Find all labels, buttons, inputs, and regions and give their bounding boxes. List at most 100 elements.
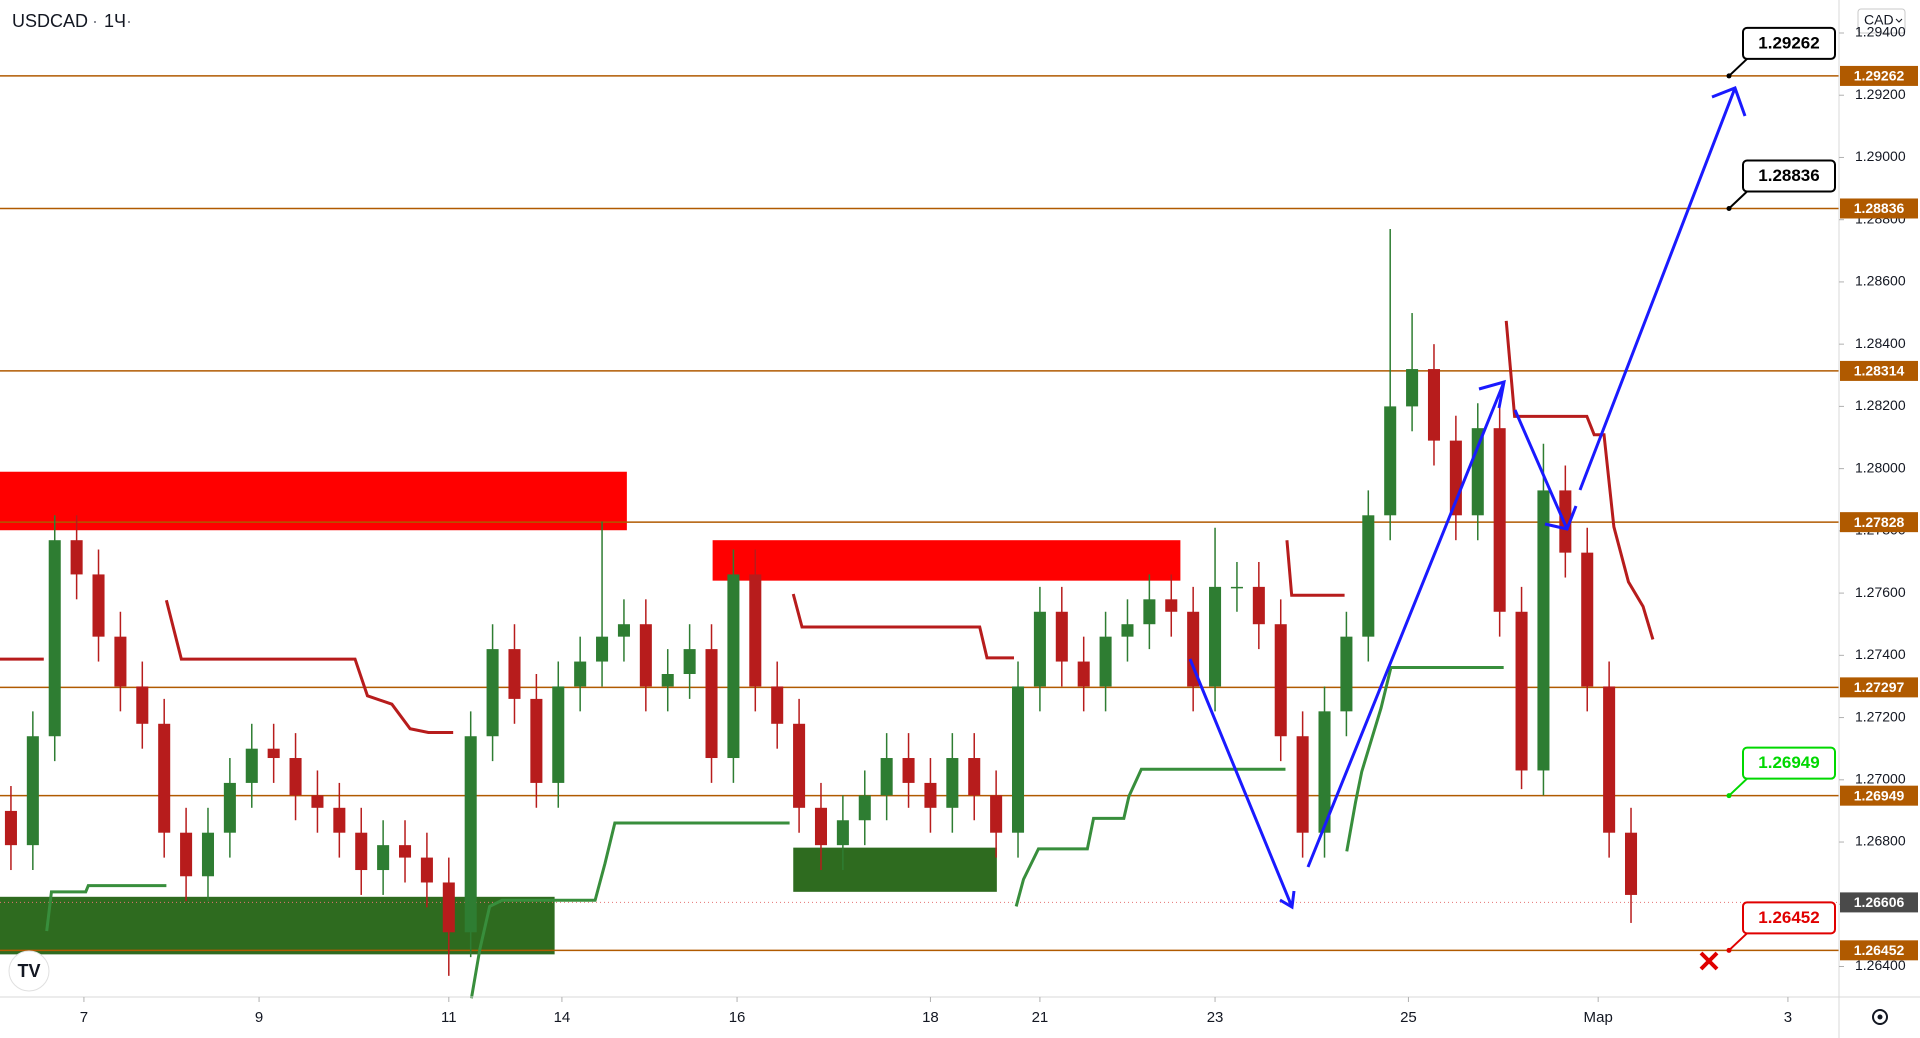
y-tick-label: 1.27200 — [1855, 708, 1906, 724]
candle-body — [990, 795, 1003, 833]
last-price-label: 1.26606 — [1854, 894, 1905, 910]
candle-body — [1230, 586, 1243, 589]
symbol: USDCAD — [12, 11, 88, 31]
currency-button[interactable] — [1857, 8, 1906, 34]
candle-body — [377, 845, 390, 871]
callout-pointer — [1728, 190, 1748, 210]
callout-label: 1.28836 — [1758, 166, 1819, 185]
level-label-box — [1840, 677, 1918, 698]
candle-body — [836, 820, 849, 846]
level-label-box — [1840, 940, 1918, 961]
y-tick-label: 1.29400 — [1855, 24, 1906, 40]
candle-body — [1581, 552, 1594, 687]
arrow — [1188, 658, 1296, 910]
callout-label: 1.26949 — [1758, 753, 1819, 772]
x-tick-label: 3 — [1784, 1009, 1792, 1026]
settings-button-core[interactable] — [1877, 1014, 1883, 1020]
level-label-box — [1840, 785, 1918, 806]
candle-body — [92, 574, 105, 637]
candle-body — [705, 649, 718, 759]
candle-body — [1011, 686, 1025, 833]
zone — [0, 471, 627, 531]
trend-line — [1285, 540, 1345, 597]
candle-body — [1274, 624, 1287, 737]
trend-line — [45, 884, 167, 932]
logo-mark[interactable]: TV — [17, 961, 40, 981]
drawings — [1188, 86, 1747, 910]
callout-label: 1.29262 — [1758, 33, 1819, 52]
x-tick-label: 9 — [255, 1009, 263, 1026]
x-tick-label: 23 — [1207, 1009, 1224, 1026]
candle-body — [1055, 611, 1068, 662]
y-tick-label: 1.28200 — [1855, 397, 1906, 413]
level-label: 1.26452 — [1854, 942, 1905, 958]
x-tick-label: 14 — [554, 1009, 571, 1026]
candle-body — [267, 748, 280, 759]
candle-body — [1033, 611, 1046, 687]
dropdown-icon[interactable] — [1895, 18, 1903, 23]
candle-body — [1471, 428, 1484, 516]
candle-body — [1493, 428, 1506, 612]
candle-body — [1121, 624, 1134, 637]
level-label: 1.27828 — [1854, 514, 1905, 530]
candle-body — [880, 758, 893, 796]
candle-body — [333, 807, 346, 833]
y-tick-label: 1.29200 — [1855, 86, 1906, 102]
candle-body — [814, 807, 828, 846]
plot-area — [0, 75, 1839, 999]
candle-body — [530, 698, 543, 783]
y-tick-label: 1.27600 — [1855, 584, 1906, 600]
level-label: 1.28836 — [1854, 200, 1905, 216]
currency-label[interactable]: CAD — [1864, 12, 1894, 28]
candle-body — [727, 574, 740, 759]
y-tick-label: 1.27400 — [1855, 646, 1906, 662]
candle-body — [924, 782, 937, 808]
candle-body — [508, 649, 521, 699]
y-tick-label: 1.28600 — [1855, 273, 1906, 289]
level-label-box — [1840, 512, 1918, 533]
interval: 1Ч — [104, 11, 126, 31]
callout-box — [1742, 901, 1836, 935]
x-tick-label: 18 — [922, 1009, 939, 1026]
settings-button[interactable] — [1872, 1009, 1888, 1025]
level-label: 1.28314 — [1854, 363, 1905, 379]
candle-body — [4, 810, 17, 846]
callout-pointer — [1728, 777, 1748, 797]
candle-body — [223, 782, 236, 833]
arrow — [1306, 379, 1506, 868]
level-label-box — [1840, 198, 1918, 219]
trend-line — [1345, 665, 1504, 852]
level-label: 1.26949 — [1854, 787, 1905, 803]
candle-body — [486, 649, 499, 737]
x-tick-label: 7 — [80, 1009, 88, 1026]
separator: · — [92, 11, 98, 31]
arrow — [1513, 409, 1578, 531]
candle-body — [771, 686, 784, 724]
candle-body — [245, 748, 258, 783]
candle-body — [180, 832, 193, 877]
candle-body — [355, 832, 368, 871]
logo[interactable] — [8, 950, 50, 992]
level-label-box — [1840, 65, 1918, 86]
x-tick-label: 25 — [1400, 1009, 1417, 1026]
zone — [793, 847, 997, 892]
candle-body — [1406, 369, 1419, 407]
candle-body — [574, 661, 587, 687]
y-tick-label: 1.29000 — [1855, 148, 1906, 164]
candle-body — [1099, 636, 1112, 687]
trend-line — [469, 821, 790, 999]
x-tick-label: Мар — [1583, 1009, 1612, 1026]
candle-body — [1252, 586, 1265, 625]
candle-body — [661, 674, 674, 687]
callout-pointer — [1728, 932, 1748, 952]
candle-body — [70, 540, 83, 575]
x-tick-label: 11 — [441, 1009, 457, 1026]
trend-line — [164, 599, 454, 735]
candle-body — [1187, 611, 1200, 687]
candle-body — [1624, 832, 1638, 895]
callout-box — [1742, 26, 1836, 60]
trend-line — [791, 593, 1014, 660]
candle-body — [136, 686, 149, 724]
